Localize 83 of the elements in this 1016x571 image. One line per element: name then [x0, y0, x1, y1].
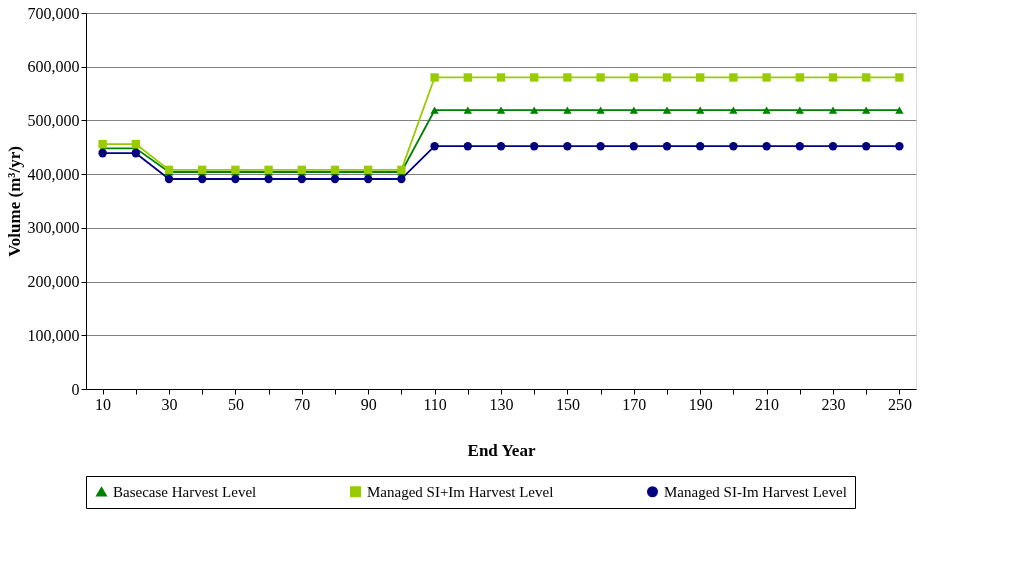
point [696, 142, 705, 151]
x-tick-label: 150 [555, 395, 580, 413]
point [795, 142, 804, 151]
point [696, 106, 705, 114]
point [496, 73, 506, 82]
point [198, 174, 207, 184]
point [98, 139, 107, 149]
point [762, 106, 771, 114]
x-tick-label: 190 [688, 395, 713, 413]
point [828, 73, 838, 82]
point [729, 142, 738, 151]
x-tick-label: 10 [95, 395, 112, 413]
point [364, 174, 373, 184]
y-tick-label: 700,000 [27, 4, 80, 22]
point [662, 73, 672, 82]
point [596, 106, 605, 114]
y-tick-label: 400,000 [27, 165, 80, 183]
point [862, 106, 871, 114]
point [530, 142, 539, 151]
point [895, 106, 904, 114]
y-tick-label: 300,000 [27, 219, 80, 237]
point [330, 174, 340, 184]
point [662, 106, 672, 114]
point [596, 142, 605, 151]
x-tick-label: 70 [294, 395, 311, 413]
point [98, 149, 107, 158]
point [231, 174, 240, 184]
x-tick-label: 210 [755, 395, 780, 413]
x-tick-label: 90 [360, 395, 377, 413]
x-tick-label: 130 [489, 395, 514, 413]
y-tick-label: 600,000 [27, 58, 80, 76]
point [530, 73, 539, 82]
point [463, 142, 472, 151]
point [563, 73, 572, 82]
point [795, 106, 804, 114]
x-tick-label: 30 [161, 395, 178, 413]
point [895, 73, 904, 82]
point [297, 174, 306, 184]
x-tick-label: 50 [227, 395, 244, 413]
point [463, 106, 472, 114]
y-tick-label: 200,000 [27, 273, 80, 291]
point [563, 106, 572, 114]
point [131, 139, 140, 149]
x-axis-title: End Year [467, 440, 536, 460]
legend-label: Managed SI-Im Harvest Level [664, 483, 847, 500]
point [629, 73, 638, 82]
point [397, 174, 406, 184]
point [264, 174, 273, 184]
x-tick-label: 230 [821, 395, 846, 413]
y-axis-title: Volume (m³/yr) [4, 146, 24, 257]
x-tick-label: 110 [423, 395, 447, 413]
point [563, 142, 572, 151]
point [895, 142, 904, 151]
point [795, 73, 804, 82]
point [662, 142, 672, 151]
point [430, 106, 439, 114]
x-tick-label: 250 [887, 395, 912, 413]
point [463, 73, 472, 82]
y-tick-label: 0 [71, 380, 80, 398]
point [762, 73, 771, 82]
point [828, 142, 838, 151]
point [596, 73, 605, 82]
point [629, 106, 638, 114]
point [164, 174, 174, 184]
point [862, 73, 871, 82]
point [430, 73, 439, 82]
y-tick-label: 100,000 [27, 326, 80, 344]
point [496, 106, 506, 114]
point [729, 106, 738, 114]
point [430, 142, 439, 151]
y-tick-label: 500,000 [27, 111, 80, 129]
legend-label: Basecase Harvest Level [113, 483, 257, 500]
point [496, 142, 506, 151]
point [530, 106, 539, 114]
legend-label: Managed SI+Im Harvest Level [367, 483, 554, 500]
x-tick-label: 170 [622, 395, 647, 413]
point [696, 73, 705, 82]
point [828, 106, 838, 114]
point [862, 142, 871, 151]
point [131, 149, 140, 158]
point [762, 142, 771, 151]
point [629, 142, 638, 151]
point [729, 73, 738, 82]
